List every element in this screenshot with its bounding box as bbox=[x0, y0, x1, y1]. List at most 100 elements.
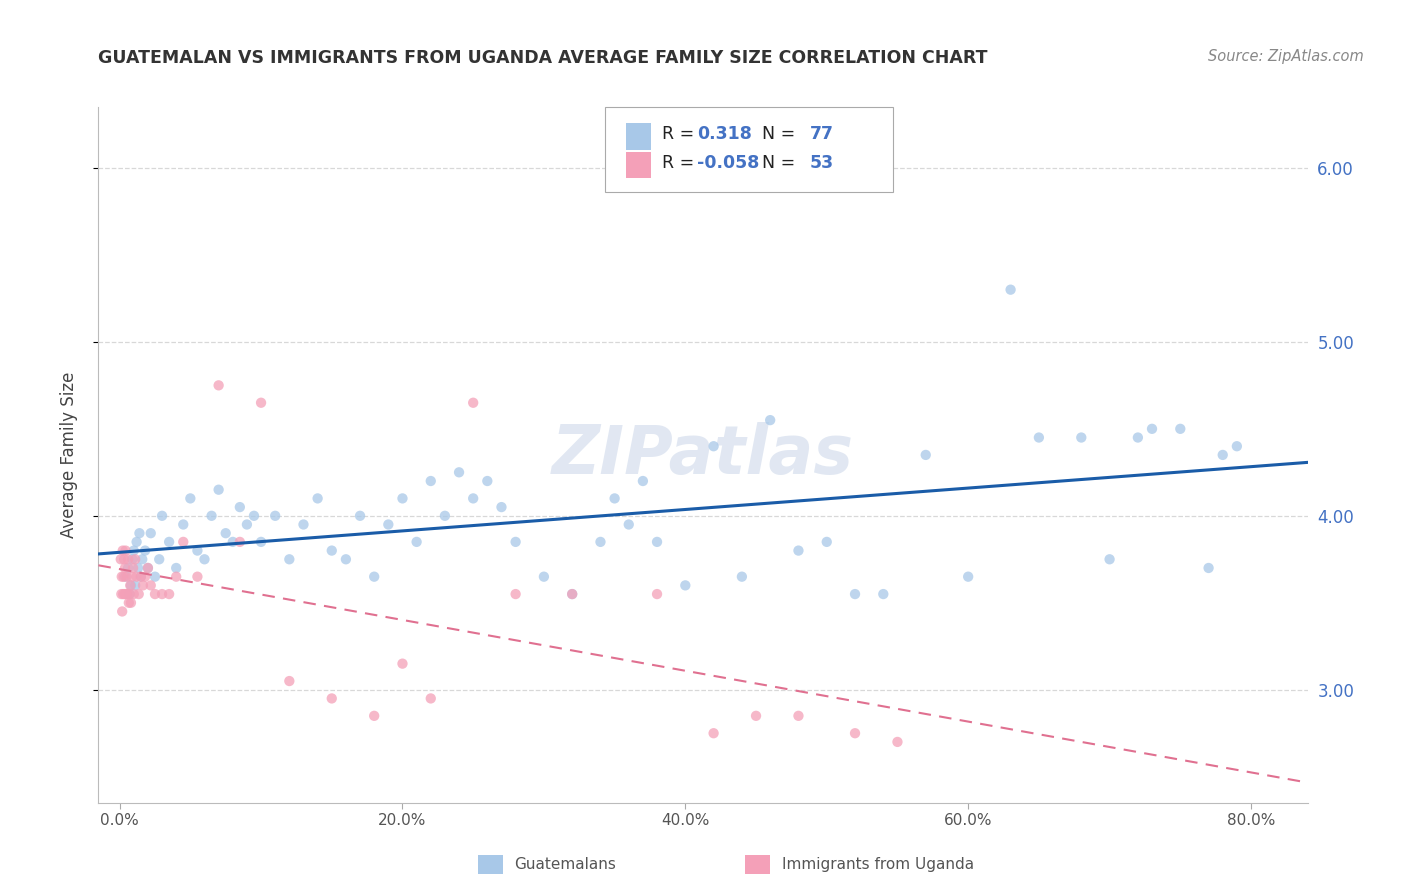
Guatemalans bbox=[122, 543, 145, 558]
Text: N =: N = bbox=[751, 153, 800, 171]
Immigrants from Uganda bbox=[165, 569, 187, 583]
Guatemalans bbox=[278, 552, 301, 566]
Guatemalans bbox=[222, 534, 245, 549]
Guatemalans bbox=[134, 543, 156, 558]
Immigrants from Uganda bbox=[117, 552, 139, 566]
Immigrants from Uganda bbox=[139, 578, 162, 592]
Text: ZIPatlas: ZIPatlas bbox=[553, 422, 853, 488]
Guatemalans bbox=[139, 526, 162, 541]
Text: 53: 53 bbox=[810, 153, 834, 171]
Immigrants from Uganda bbox=[111, 605, 134, 619]
Text: -0.058: -0.058 bbox=[697, 153, 759, 171]
Text: N =: N = bbox=[751, 125, 800, 144]
Guatemalans bbox=[148, 552, 170, 566]
Guatemalans bbox=[914, 448, 936, 462]
Guatemalans bbox=[143, 569, 166, 583]
Guatemalans bbox=[1140, 422, 1163, 436]
Guatemalans bbox=[292, 517, 315, 532]
Immigrants from Uganda bbox=[120, 596, 142, 610]
Guatemalans bbox=[561, 587, 583, 601]
Immigrants from Uganda bbox=[111, 569, 134, 583]
Guatemalans bbox=[179, 491, 201, 506]
Guatemalans bbox=[349, 508, 371, 523]
Guatemalans bbox=[1126, 430, 1149, 444]
Text: Source: ZipAtlas.com: Source: ZipAtlas.com bbox=[1208, 49, 1364, 64]
Guatemalans bbox=[844, 587, 866, 601]
Guatemalans bbox=[186, 543, 208, 558]
Guatemalans bbox=[121, 552, 143, 566]
Guatemalans bbox=[117, 561, 139, 575]
Guatemalans bbox=[433, 508, 456, 523]
Guatemalans bbox=[505, 534, 527, 549]
Guatemalans bbox=[957, 569, 980, 583]
Guatemalans bbox=[759, 413, 782, 427]
Text: Guatemalans: Guatemalans bbox=[515, 857, 616, 872]
Guatemalans bbox=[157, 534, 180, 549]
Guatemalans bbox=[250, 534, 273, 549]
Immigrants from Uganda bbox=[172, 534, 194, 549]
Immigrants from Uganda bbox=[561, 587, 583, 601]
Immigrants from Uganda bbox=[117, 587, 139, 601]
Guatemalans bbox=[1198, 561, 1220, 575]
Immigrants from Uganda bbox=[505, 587, 527, 601]
Guatemalans bbox=[165, 561, 187, 575]
Guatemalans bbox=[405, 534, 427, 549]
Guatemalans bbox=[1098, 552, 1121, 566]
Guatemalans bbox=[150, 508, 173, 523]
Guatemalans bbox=[118, 587, 141, 601]
Immigrants from Uganda bbox=[112, 587, 135, 601]
Immigrants from Uganda bbox=[136, 561, 159, 575]
Immigrants from Uganda bbox=[463, 395, 485, 409]
Immigrants from Uganda bbox=[143, 587, 166, 601]
Guatemalans bbox=[307, 491, 329, 506]
Immigrants from Uganda bbox=[363, 708, 385, 723]
Guatemalans bbox=[1168, 422, 1191, 436]
Guatemalans bbox=[335, 552, 357, 566]
Guatemalans bbox=[127, 561, 149, 575]
Guatemalans bbox=[131, 552, 153, 566]
Immigrants from Uganda bbox=[844, 726, 866, 740]
Guatemalans bbox=[120, 578, 142, 592]
Guatemalans bbox=[1028, 430, 1050, 444]
Immigrants from Uganda bbox=[114, 561, 136, 575]
Immigrants from Uganda bbox=[250, 395, 273, 409]
Immigrants from Uganda bbox=[114, 543, 136, 558]
Guatemalans bbox=[603, 491, 626, 506]
Immigrants from Uganda bbox=[419, 691, 441, 706]
Immigrants from Uganda bbox=[391, 657, 413, 671]
Immigrants from Uganda bbox=[121, 569, 143, 583]
Immigrants from Uganda bbox=[134, 569, 156, 583]
Guatemalans bbox=[617, 517, 640, 532]
Guatemalans bbox=[1226, 439, 1249, 453]
Immigrants from Uganda bbox=[118, 587, 141, 601]
Immigrants from Uganda bbox=[321, 691, 343, 706]
Immigrants from Uganda bbox=[703, 726, 725, 740]
Guatemalans bbox=[128, 526, 150, 541]
Guatemalans bbox=[172, 517, 194, 532]
Guatemalans bbox=[815, 534, 838, 549]
Guatemalans bbox=[229, 500, 252, 514]
Immigrants from Uganda bbox=[111, 543, 134, 558]
Guatemalans bbox=[477, 474, 499, 488]
Guatemalans bbox=[236, 517, 259, 532]
Guatemalans bbox=[1212, 448, 1234, 462]
Immigrants from Uganda bbox=[124, 552, 146, 566]
Guatemalans bbox=[264, 508, 287, 523]
Guatemalans bbox=[363, 569, 385, 583]
Guatemalans bbox=[125, 534, 148, 549]
Guatemalans bbox=[673, 578, 696, 592]
Guatemalans bbox=[200, 508, 222, 523]
Guatemalans bbox=[124, 578, 146, 592]
Immigrants from Uganda bbox=[118, 596, 141, 610]
Immigrants from Uganda bbox=[115, 587, 138, 601]
Guatemalans bbox=[193, 552, 215, 566]
Immigrants from Uganda bbox=[645, 587, 668, 601]
Guatemalans bbox=[419, 474, 441, 488]
Guatemalans bbox=[645, 534, 668, 549]
Immigrants from Uganda bbox=[132, 578, 155, 592]
Immigrants from Uganda bbox=[745, 708, 768, 723]
Immigrants from Uganda bbox=[114, 587, 136, 601]
Text: 0.318: 0.318 bbox=[697, 125, 752, 144]
Guatemalans bbox=[114, 569, 136, 583]
Guatemalans bbox=[589, 534, 612, 549]
